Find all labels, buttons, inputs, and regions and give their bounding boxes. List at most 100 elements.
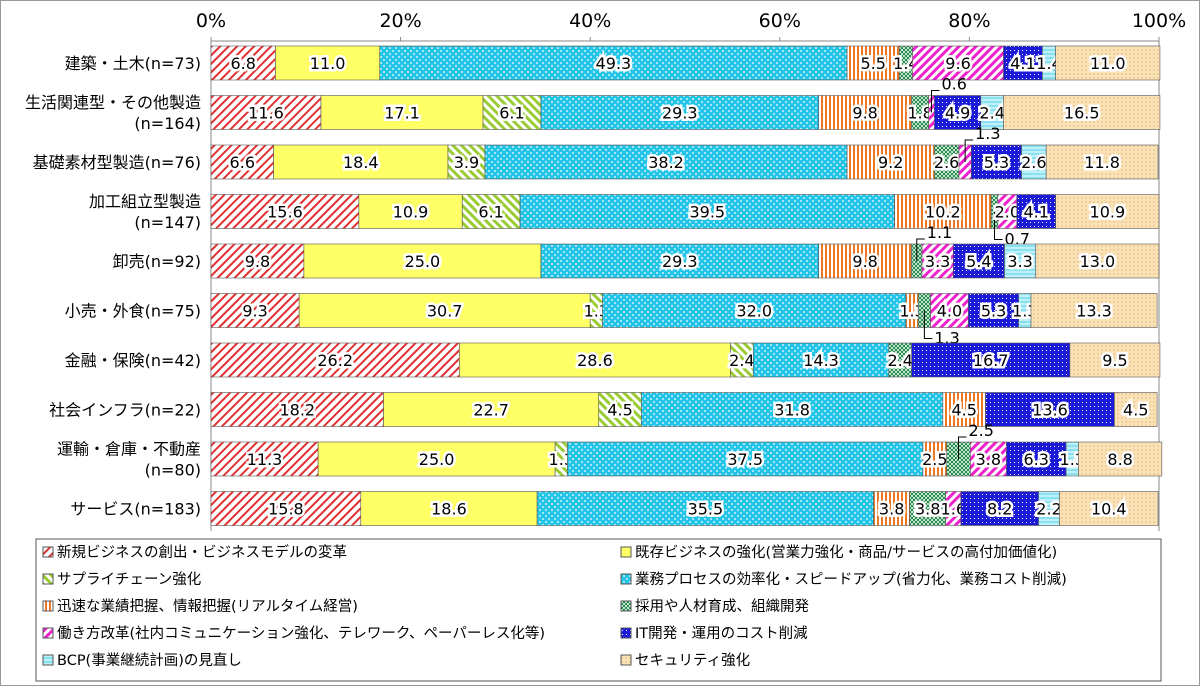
category-label: 小売・外食(n=75) <box>65 302 201 321</box>
bar-segment <box>210 342 460 378</box>
bar-segment <box>970 441 1007 477</box>
legend-swatch <box>620 600 632 612</box>
data-label: 3.8 <box>976 450 1001 469</box>
x-tick-label: 100% <box>1132 10 1186 32</box>
legend-swatch <box>620 654 632 666</box>
callout-line <box>994 211 1003 240</box>
data-label: 1.1 <box>927 223 952 242</box>
bar-segment <box>970 144 1022 180</box>
x-tick-label: 60% <box>759 10 801 32</box>
category-label: 基礎素材型製造(n=76) <box>33 153 201 172</box>
legend-swatch <box>620 627 632 639</box>
data-label: 11.0 <box>1090 54 1126 73</box>
bar-segment <box>303 243 542 279</box>
data-label: 8.8 <box>1107 450 1132 469</box>
data-label: 37.5 <box>727 450 763 469</box>
callout-line <box>923 310 933 339</box>
data-label: 6.8 <box>231 54 256 73</box>
data-label: 11.8 <box>1084 153 1120 172</box>
legend-label: BCP(事業継続計画)の見直し <box>57 652 242 669</box>
bar-segment <box>1055 194 1160 229</box>
category-label: 卸売(n=92) <box>113 252 201 271</box>
bar-segment <box>540 95 819 130</box>
category-label: (n=80) <box>145 461 201 480</box>
bar-segment <box>447 144 486 180</box>
bar-segment <box>934 95 982 130</box>
data-label: 6.3 <box>1024 450 1049 469</box>
data-label: 2.5 <box>968 421 993 440</box>
bar-segment <box>210 95 322 130</box>
data-label: 3.3 <box>925 252 950 271</box>
legend-label: セキュリティ強化 <box>635 652 750 669</box>
bar-segment <box>360 491 538 526</box>
data-label: 6.1 <box>499 104 524 123</box>
data-label: 29.3 <box>662 252 698 271</box>
data-label: 18.6 <box>431 500 467 519</box>
legend-swatch <box>42 573 54 585</box>
bar-segment <box>210 392 384 427</box>
data-label: 9.8 <box>852 252 877 271</box>
data-label: 3.8 <box>879 500 904 519</box>
bar-segment <box>273 144 449 180</box>
category-label: 生活関連型・その他製造 <box>25 93 201 112</box>
bar-segment <box>567 441 924 477</box>
data-label: 11.0 <box>310 54 346 73</box>
data-label: 13.3 <box>1076 302 1112 321</box>
bar-segment <box>985 392 1115 427</box>
callout-line <box>964 139 974 162</box>
category-label: 運輸・倉庫・不動産 <box>57 440 201 459</box>
bar-segment <box>1055 45 1161 81</box>
data-label: 9.8 <box>245 252 270 271</box>
bar-segment <box>602 293 907 328</box>
bar-segment <box>210 491 362 526</box>
legend-swatch <box>42 600 54 612</box>
x-tick-label: 40% <box>569 10 611 32</box>
bar-segment <box>873 491 910 526</box>
data-label: 16.7 <box>973 351 1009 370</box>
data-label: 32.0 <box>736 302 772 321</box>
bar-segment <box>482 95 542 130</box>
data-label: 18.2 <box>279 401 315 420</box>
data-label: 28.6 <box>577 351 613 370</box>
legend-label: IT開発・運用のコスト削減 <box>635 625 808 642</box>
bar-segment <box>818 243 912 279</box>
callout-line <box>957 436 967 459</box>
category-label: 建築・土木(n=73) <box>65 54 201 73</box>
data-label: 17.1 <box>384 104 420 123</box>
data-label: 4.0 <box>937 302 962 321</box>
bar-segment <box>383 392 600 427</box>
bar-segment <box>1021 144 1047 180</box>
bar-segment <box>1006 441 1067 477</box>
data-label: 5.5 <box>860 54 885 73</box>
legend-label: 採用や人材育成、組織開発 <box>635 598 809 615</box>
data-label: 2.4 <box>979 104 1004 123</box>
data-label: 38.2 <box>648 153 684 172</box>
data-label: 26.2 <box>317 351 353 370</box>
bar-segment <box>320 95 484 130</box>
bar-segment <box>911 342 1071 378</box>
category-label: サービス(n=183) <box>70 500 201 519</box>
legend-swatch <box>42 627 54 639</box>
legend-swatch <box>620 546 632 558</box>
data-label: 2.6 <box>1021 153 1046 172</box>
data-label: 9.3 <box>242 302 267 321</box>
data-label: 4.1 <box>1010 54 1035 73</box>
bar-segment <box>540 243 819 279</box>
bar-segment <box>912 45 1004 81</box>
data-label: 6.1 <box>478 203 503 222</box>
data-label: 3.8 <box>915 500 940 519</box>
data-label: 10.9 <box>393 203 429 222</box>
data-label: 1.3 <box>975 124 1000 143</box>
data-label: 14.3 <box>803 351 839 370</box>
bar-segment <box>484 144 848 180</box>
data-label: 2.2 <box>1036 500 1061 519</box>
x-tick-label: 0% <box>196 10 226 32</box>
legend-swatch <box>42 546 54 558</box>
data-label: 2.4 <box>729 351 754 370</box>
data-label: 15.6 <box>267 203 303 222</box>
bar-segment <box>459 342 731 378</box>
data-label: 11.6 <box>248 104 284 123</box>
data-label: 10.2 <box>925 203 961 222</box>
bar-segment <box>519 194 895 229</box>
